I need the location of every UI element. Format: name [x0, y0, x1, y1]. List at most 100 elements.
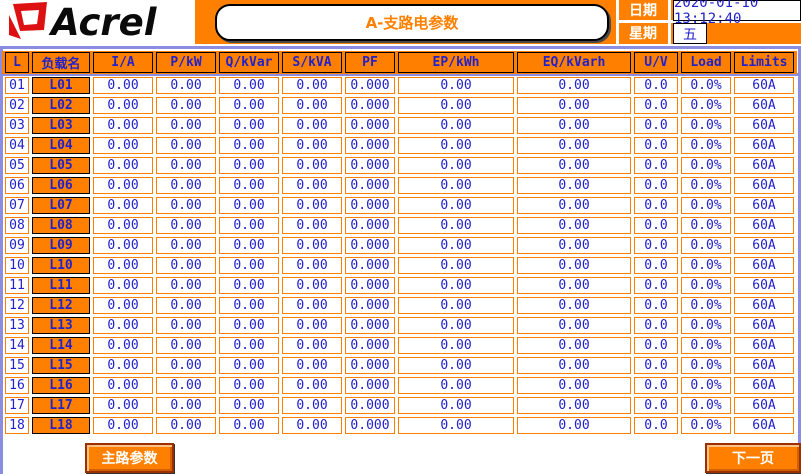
value-epkwh: 0.00 — [398, 117, 514, 134]
value-skva: 0.00 — [282, 337, 342, 354]
value-eqkvarh: 0.00 — [517, 377, 631, 394]
table-row: 09 L09 0.00 0.00 0.00 0.00 0.000 0.00 0.00 0.0 0.0… — [5, 237, 794, 254]
weekday-value: 五 — [673, 23, 707, 44]
row-number: 04 — [5, 137, 29, 154]
value-qkvar: 0.00 — [219, 77, 279, 94]
value-load: 0.0% — [681, 417, 731, 434]
value-eqkvarh: 0.00 — [517, 237, 631, 254]
value-pf: 0.000 — [345, 297, 395, 314]
value-eqkvarh: 0.00 — [517, 417, 631, 434]
value-qkvar: 0.00 — [219, 117, 279, 134]
value-qkvar: 0.00 — [219, 137, 279, 154]
value-qkvar: 0.00 — [219, 277, 279, 294]
value-qkvar: 0.00 — [219, 297, 279, 314]
value-pkw: 0.00 — [156, 97, 216, 114]
value-ia: 0.00 — [93, 77, 153, 94]
value-load: 0.0% — [681, 157, 731, 174]
value-skva: 0.00 — [282, 317, 342, 334]
load-name: L13 — [32, 317, 90, 334]
value-skva: 0.00 — [282, 137, 342, 154]
load-name: L06 — [32, 177, 90, 194]
value-limits: 60A — [734, 377, 794, 394]
column-header-9: U/V — [634, 52, 678, 73]
value-epkwh: 0.00 — [398, 257, 514, 274]
value-skva: 0.00 — [282, 97, 342, 114]
value-skva: 0.00 — [282, 77, 342, 94]
load-name: L12 — [32, 297, 90, 314]
value-qkvar: 0.00 — [219, 417, 279, 434]
table-row: 14 L14 0.00 0.00 0.00 0.00 0.000 0.00 0.00 0.0 0.0… — [5, 337, 794, 354]
value-limits: 60A — [734, 277, 794, 294]
value-pf: 0.000 — [345, 357, 395, 374]
value-uv: 0.0 — [634, 337, 678, 354]
value-qkvar: 0.00 — [219, 197, 279, 214]
value-skva: 0.00 — [282, 157, 342, 174]
table-row: 08 L08 0.00 0.00 0.00 0.00 0.000 0.00 0.00 0.0 0.0… — [5, 217, 794, 234]
main-circuit-params-button[interactable]: 主路参数 — [85, 443, 174, 473]
value-uv: 0.0 — [634, 257, 678, 274]
load-name: L11 — [32, 277, 90, 294]
table-row: 11 L11 0.00 0.00 0.00 0.00 0.000 0.00 0.00 0.0 0.0… — [5, 277, 794, 294]
value-load: 0.0% — [681, 77, 731, 94]
column-header-11: Limits — [734, 52, 794, 73]
row-number: 05 — [5, 157, 29, 174]
value-load: 0.0% — [681, 257, 731, 274]
acrel-logo-icon — [6, 0, 50, 47]
value-ia: 0.00 — [93, 237, 153, 254]
value-load: 0.0% — [681, 297, 731, 314]
next-page-button[interactable]: 下一页 — [705, 443, 801, 473]
table-row: 18 L18 0.00 0.00 0.00 0.00 0.000 0.00 0.00 0.0 0.0… — [5, 417, 794, 434]
value-qkvar: 0.00 — [219, 317, 279, 334]
table-body: 01 L01 0.00 0.00 0.00 0.00 0.000 0.00 0.00 0.0 0.0… — [5, 77, 794, 434]
load-name: L15 — [32, 357, 90, 374]
value-pkw: 0.00 — [156, 197, 216, 214]
column-header-0: L — [5, 52, 29, 73]
value-skva: 0.00 — [282, 297, 342, 314]
value-qkvar: 0.00 — [219, 377, 279, 394]
date-value: 2020-01-10 13:12:40 — [673, 0, 801, 27]
value-pf: 0.000 — [345, 317, 395, 334]
value-eqkvarh: 0.00 — [517, 257, 631, 274]
value-pkw: 0.00 — [156, 157, 216, 174]
value-pf: 0.000 — [345, 237, 395, 254]
acrel-logo: Acrel — [6, 1, 156, 44]
value-eqkvarh: 0.00 — [517, 337, 631, 354]
column-header-4: Q/kVar — [219, 52, 279, 73]
value-eqkvarh: 0.00 — [517, 77, 631, 94]
value-pkw: 0.00 — [156, 417, 216, 434]
table-row: 15 L15 0.00 0.00 0.00 0.00 0.000 0.00 0.00 0.0 0.0… — [5, 357, 794, 374]
value-load: 0.0% — [681, 337, 731, 354]
load-name: L02 — [32, 97, 90, 114]
weekday-label: 星期 — [620, 24, 666, 42]
value-ia: 0.00 — [93, 277, 153, 294]
value-uv: 0.0 — [634, 137, 678, 154]
value-load: 0.0% — [681, 97, 731, 114]
value-skva: 0.00 — [282, 357, 342, 374]
value-load: 0.0% — [681, 397, 731, 414]
table-row: 12 L12 0.00 0.00 0.00 0.00 0.000 0.00 0.00 0.0 0.0… — [5, 297, 794, 314]
page-title: A-支路电参数 — [365, 14, 459, 32]
load-name: L08 — [32, 217, 90, 234]
value-limits: 60A — [734, 177, 794, 194]
value-pkw: 0.00 — [156, 397, 216, 414]
value-uv: 0.0 — [634, 277, 678, 294]
value-uv: 0.0 — [634, 177, 678, 194]
value-uv: 0.0 — [634, 197, 678, 214]
date-label: 日期 — [620, 1, 666, 19]
value-eqkvarh: 0.00 — [517, 177, 631, 194]
load-name: L04 — [32, 137, 90, 154]
value-skva: 0.00 — [282, 117, 342, 134]
value-skva: 0.00 — [282, 417, 342, 434]
value-epkwh: 0.00 — [398, 337, 514, 354]
value-limits: 60A — [734, 397, 794, 414]
value-uv: 0.0 — [634, 297, 678, 314]
value-pf: 0.000 — [345, 397, 395, 414]
value-uv: 0.0 — [634, 217, 678, 234]
parameter-table: 01 L01 0.00 0.00 0.00 0.00 0.000 0.00 0.00 0.0 0.0… — [2, 74, 797, 437]
value-skva: 0.00 — [282, 217, 342, 234]
table-row: 04 L04 0.00 0.00 0.00 0.00 0.000 0.00 0.00 0.0 0.0… — [5, 137, 794, 154]
value-pkw: 0.00 — [156, 117, 216, 134]
value-pf: 0.000 — [345, 337, 395, 354]
value-eqkvarh: 0.00 — [517, 277, 631, 294]
value-eqkvarh: 0.00 — [517, 397, 631, 414]
